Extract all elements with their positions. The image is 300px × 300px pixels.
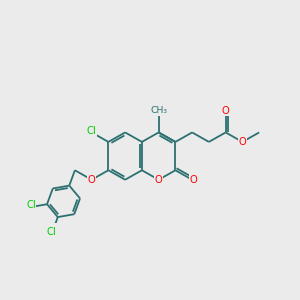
Text: CH₃: CH₃	[150, 106, 167, 115]
Text: Cl: Cl	[87, 126, 97, 136]
Text: O: O	[88, 175, 95, 185]
Text: O: O	[155, 175, 163, 185]
Text: O: O	[238, 137, 246, 147]
Text: O: O	[190, 175, 197, 185]
Text: O: O	[222, 106, 230, 116]
Text: Cl: Cl	[46, 227, 56, 237]
Text: Cl: Cl	[26, 200, 36, 210]
